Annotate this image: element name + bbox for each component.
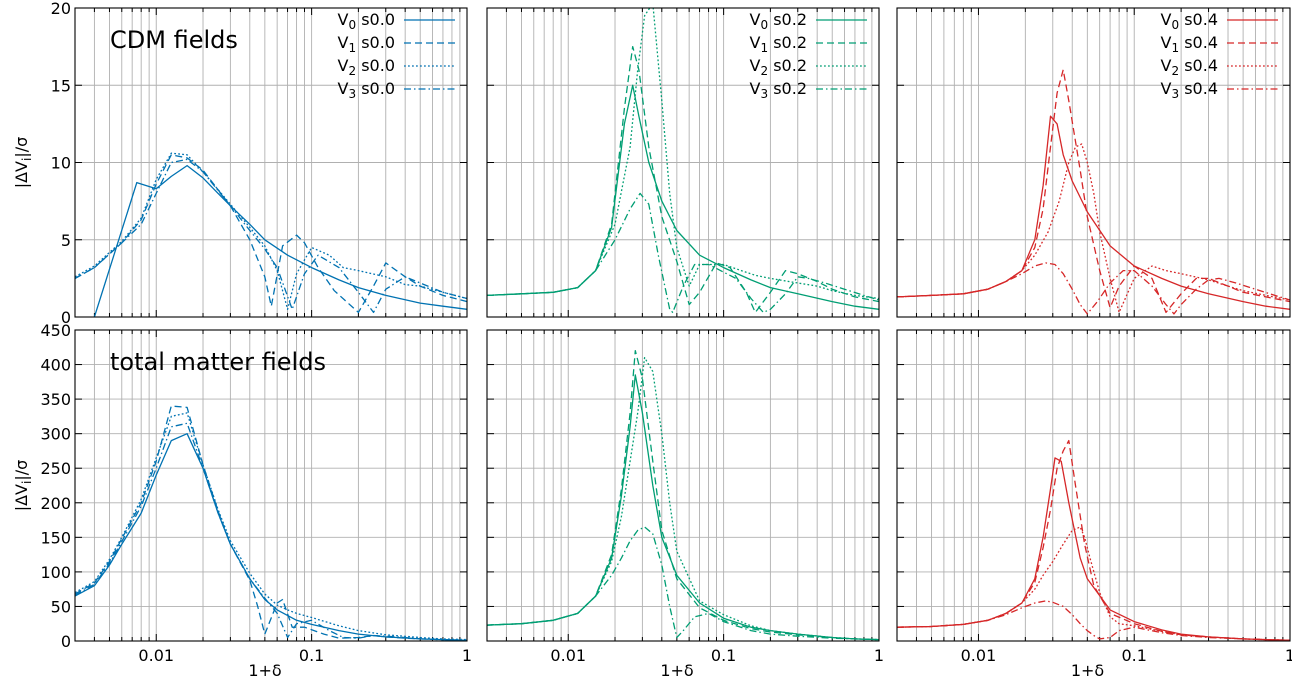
series-line-v1	[487, 45, 879, 314]
y-tick-label: 150	[40, 528, 71, 547]
series-line-v1	[75, 405, 467, 641]
panel-top-right: V0 s0.4V1 s0.4V2 s0.4V3 s0.4	[896, 7, 1291, 318]
row-annotation: total matter fields	[110, 348, 326, 376]
legend: V0 s0.4V1 s0.4V2 s0.4V3 s0.4	[1161, 10, 1278, 101]
legend-label: V2 s0.0	[338, 56, 395, 78]
legend-label: V3 s0.4	[1161, 79, 1218, 101]
series-line-v1	[897, 439, 1290, 641]
legend-label: V1 s0.0	[338, 33, 395, 55]
x-tick-label: 0.01	[138, 646, 174, 665]
y-tick-label: 400	[40, 356, 71, 375]
x-tick-label: 0.01	[550, 646, 586, 665]
series-line-v0	[487, 84, 879, 310]
gridlines	[896, 329, 1291, 642]
legend-label: V2 s0.2	[750, 56, 807, 78]
series-line-v2	[897, 143, 1290, 314]
gridlines	[896, 7, 1291, 318]
plot-frame	[486, 329, 880, 642]
panel-top-middle: V0 s0.2V1 s0.2V2 s0.2V3 s0.2	[486, 7, 880, 318]
y-tick-label: 250	[40, 459, 71, 478]
series-line-v0	[897, 115, 1290, 310]
plot-frame	[896, 7, 1291, 318]
series-line-v3	[897, 600, 1290, 641]
legend: V0 s0.0V1 s0.0V2 s0.0V3 s0.0	[338, 10, 455, 101]
legend: V0 s0.2V1 s0.2V2 s0.2V3 s0.2	[750, 10, 867, 101]
gridlines	[74, 7, 468, 318]
gridlines	[74, 329, 468, 642]
x-tick-label: 1	[874, 646, 884, 665]
x-tick-label: 0.1	[711, 646, 736, 665]
panel-bottom-middle: 0.01 0.1 1 1+δ	[486, 329, 884, 680]
series-line-v2	[897, 526, 1290, 641]
y-tick-label: 20	[51, 0, 71, 18]
series-line-v0	[93, 164, 467, 317]
x-tick-label: 0.1	[1121, 646, 1146, 665]
series-group	[75, 405, 467, 641]
legend-label: V0 s0.2	[750, 10, 807, 32]
legend-label: V0 s0.0	[338, 10, 395, 32]
series-group	[75, 152, 467, 317]
series-group	[897, 69, 1290, 315]
legend-label: V1 s0.4	[1161, 33, 1218, 55]
plot-frame	[896, 329, 1291, 642]
legend-label: V2 s0.4	[1161, 56, 1218, 78]
x-axis-label: 1+δ	[1071, 661, 1104, 679]
y-tick-label: 300	[40, 425, 71, 444]
legend-label: V3 s0.2	[750, 79, 807, 101]
series-line-v2	[487, 8, 879, 300]
series-line-v1	[897, 69, 1290, 314]
y-tick-label: 0	[61, 308, 71, 327]
y-tick-label: 50	[51, 597, 71, 616]
series-line-v1	[487, 350, 879, 641]
y-axis-label: |ΔVi|/σ	[12, 460, 34, 512]
series-line-v3	[487, 192, 879, 314]
panel-bottom-right: 0.01 0.1 1 1+δ	[896, 329, 1292, 680]
legend-label: V0 s0.4	[1161, 10, 1218, 32]
y-tick-label: 100	[40, 563, 71, 582]
y-tick-label: 5	[61, 231, 71, 250]
panel-bottom-left: 0 50 100 150 200 250 300 350 400 450 0.01 0.1 1 1+δ |Δ…	[12, 321, 472, 680]
plot-frame	[74, 7, 468, 318]
x-axis-label: 1+δ	[248, 661, 281, 679]
axis-ticks	[486, 329, 880, 642]
legend-label: V3 s0.0	[338, 79, 395, 101]
y-tick-label: 10	[51, 154, 71, 173]
plot-frame	[74, 329, 468, 642]
legend-label: V1 s0.2	[750, 33, 807, 55]
gridlines	[486, 7, 880, 318]
series-line-v2	[75, 152, 467, 310]
series-line-v0	[897, 457, 1290, 641]
series-group	[897, 439, 1290, 641]
y-axis-label: |ΔVi|/σ	[12, 137, 34, 189]
x-tick-label: 1	[462, 646, 472, 665]
axis-ticks	[896, 329, 1291, 642]
x-axis-label: 1+δ	[660, 661, 693, 679]
series-line-v3	[75, 158, 467, 314]
y-tick-label: 200	[40, 494, 71, 513]
x-tick-label: 0.1	[299, 646, 324, 665]
y-tick-label: 450	[40, 321, 71, 340]
series-group	[487, 350, 879, 641]
series-line-v3	[75, 422, 467, 641]
y-tick-label: 350	[40, 390, 71, 409]
axis-ticks	[486, 7, 880, 318]
series-line-v1	[75, 154, 467, 314]
y-tick-label: 15	[51, 76, 71, 95]
series-group	[487, 8, 879, 314]
axis-ticks	[74, 329, 468, 642]
series-line-v3	[897, 262, 1290, 315]
y-tick-label: 0	[61, 632, 71, 651]
series-line-v2	[487, 356, 879, 641]
series-line-v0	[487, 374, 879, 641]
x-tick-label: 1	[1285, 646, 1292, 665]
gridlines	[486, 329, 880, 642]
row-annotation: CDM fields	[110, 26, 238, 54]
x-tick-label: 0.01	[961, 646, 997, 665]
plot-frame	[486, 7, 880, 318]
series-line-v3	[487, 526, 879, 641]
